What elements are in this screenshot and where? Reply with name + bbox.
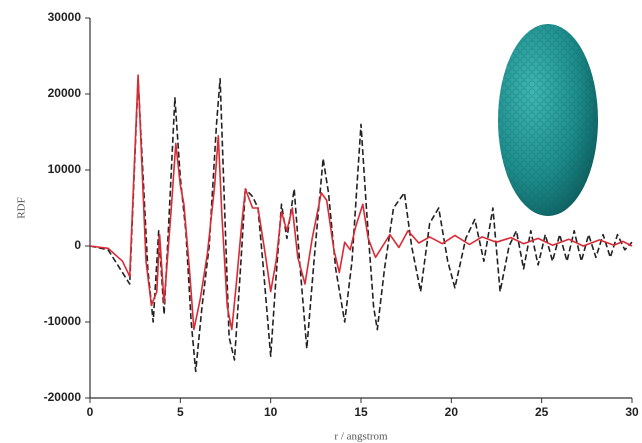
x-tick-label: 10 xyxy=(264,405,278,419)
inset-image xyxy=(498,24,598,216)
y-tick-label: 10000 xyxy=(48,162,82,176)
x-axis-label: r / angstrom xyxy=(334,431,388,443)
y-axis-label: RDF xyxy=(16,197,28,218)
x-tick-label: 25 xyxy=(535,405,549,419)
plot-area: -20000 -10000 0 10000 20000 30000 0 5 10 15 20 25 30 xyxy=(44,10,639,419)
y-tick-label: 30000 xyxy=(48,10,82,24)
y-tick-label: -20000 xyxy=(44,390,82,404)
y-tick-label: 0 xyxy=(74,238,81,252)
x-tick-label: 0 xyxy=(87,405,94,419)
y-tick-label: -10000 xyxy=(44,314,82,328)
y-tick-label: 20000 xyxy=(48,86,82,100)
series-line xyxy=(89,78,633,373)
series-line xyxy=(89,74,633,331)
x-tick-label: 20 xyxy=(445,405,459,419)
x-tick-label: 30 xyxy=(625,405,639,419)
x-tick-label: 5 xyxy=(177,405,184,419)
x-tick-label: 15 xyxy=(354,405,368,419)
